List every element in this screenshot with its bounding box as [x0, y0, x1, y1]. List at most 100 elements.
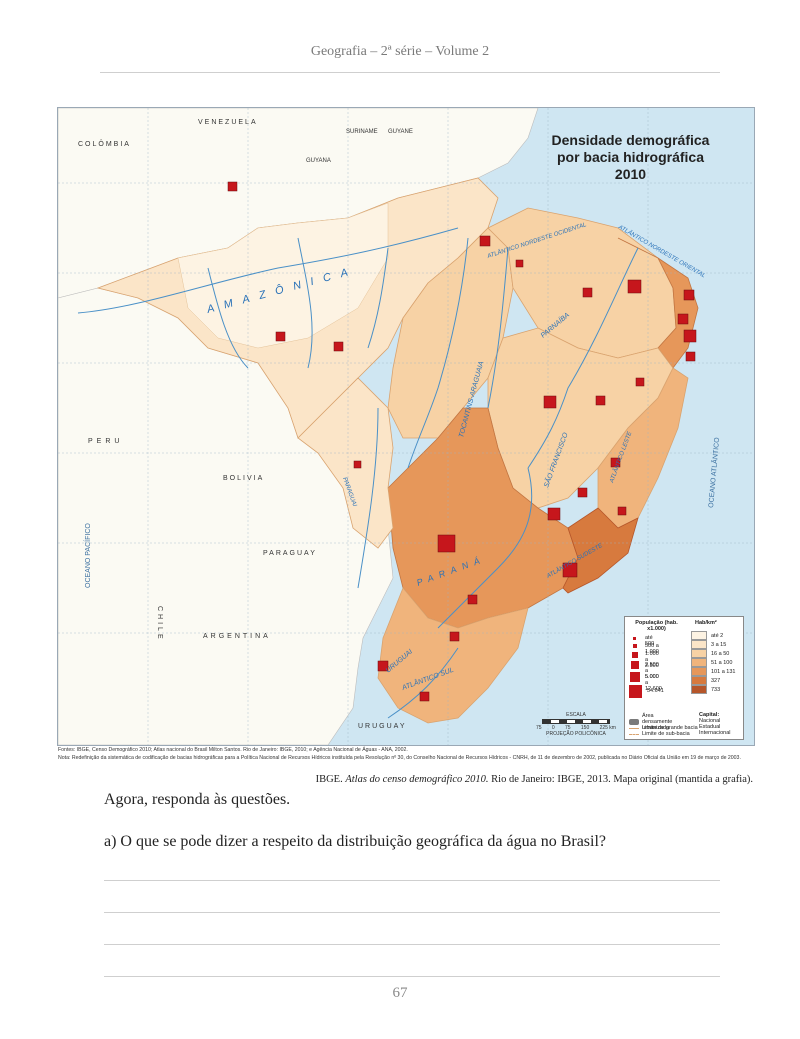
scale-tick: 75 — [536, 725, 542, 731]
projection-label: PROJEÇÃO POLICÔNICA — [546, 731, 606, 737]
map-scale: ESCALA 75 0 75 150 225 km PROJEÇÃO POLIC… — [536, 712, 616, 737]
legend-pop-square — [629, 685, 642, 698]
legend-density-swatch — [691, 658, 707, 667]
density-map: COLÔMBIA VENEZUELA SURINAME GUYANE GUYAN… — [57, 107, 755, 746]
pop-square — [467, 594, 478, 605]
header-divider — [100, 72, 720, 73]
pop-square — [437, 534, 456, 553]
answer-line[interactable] — [104, 944, 720, 945]
legend-capital-type: Internacional — [699, 730, 731, 736]
map-title: Densidade demográfica por bacia hidrográ… — [528, 132, 733, 183]
pop-square — [419, 691, 430, 702]
page-number: 67 — [392, 985, 408, 1001]
legend-density-swatch — [691, 676, 707, 685]
sources-line: Fontes: IBGE, Censo Demográfico 2010; At… — [58, 747, 408, 753]
legend-urban-label: Área densamente urbanizada — [642, 713, 673, 731]
pop-square — [275, 331, 286, 342]
legend-capital-title: Capital: — [699, 712, 720, 718]
boundary-swatch — [629, 733, 639, 735]
legend-pop-square — [633, 644, 637, 648]
legend-density-swatch — [691, 640, 707, 649]
pop-square — [543, 395, 557, 409]
label-argentina: ARGENTINA — [203, 633, 271, 640]
answer-line[interactable] — [104, 912, 720, 913]
scale-title: ESCALA — [566, 712, 586, 718]
legend-pop-square — [630, 672, 640, 682]
legend-density-label: 101 a 131 — [711, 668, 736, 675]
rivers — [77, 227, 639, 719]
label-bolivia: BOLIVIA — [223, 475, 264, 482]
legend-pop-label: 2.500 a 5.000 — [645, 662, 659, 680]
citation-rest: Rio de Janeiro: IBGE, 2013. Mapa origina… — [491, 774, 753, 785]
legend-density-label: 3 a 15 — [711, 641, 727, 648]
legend-capitals: Capital: Nacional Estadual Internacional — [699, 712, 731, 736]
legend-density-list: até 2 3 a 15 16 a 50 51 a 100 101 a 131 … — [691, 631, 735, 694]
urban-area-swatch — [629, 719, 639, 725]
scale-bar — [542, 719, 610, 724]
label-uruguay: URUGUAY — [358, 723, 406, 730]
legend-density-label: 733 — [711, 686, 721, 693]
legend-pop-square — [631, 661, 639, 669]
basin-paraguai — [297, 377, 394, 549]
legend-density-swatch — [691, 685, 707, 694]
legend-boundary-label: Limite de grande bacia — [642, 725, 698, 731]
pop-square — [617, 506, 627, 516]
map-title-line: 2010 — [614, 166, 647, 182]
legend-pop-label: 1.000 a 2.500 — [645, 651, 659, 669]
scale-tick: 150 — [580, 725, 590, 731]
pop-square — [677, 313, 689, 325]
scale-tick: 0 — [551, 725, 555, 731]
page-header: Geografia – 2ª série – Volume 2 — [310, 44, 490, 59]
legend-pop-square — [632, 652, 638, 658]
legend-density-label: 16 a 50 — [711, 650, 730, 657]
pop-square — [333, 341, 344, 352]
citation-author: IBGE. — [315, 774, 343, 785]
scale-tick: 225 km — [599, 725, 616, 731]
pop-square — [577, 487, 588, 498]
legend-capital-type: Nacional — [699, 718, 721, 724]
pop-square — [449, 631, 460, 642]
pop-square — [635, 377, 645, 387]
label-pacific-ocean: OCEANO PACÍFICO — [83, 523, 92, 588]
question-a: a) O que se pode dizer a respeito da dis… — [104, 833, 607, 850]
map-title-line: por bacia hidrográfica — [556, 149, 705, 165]
legend-density-label: até 2 — [711, 632, 724, 639]
boundary-swatch — [629, 727, 639, 729]
answer-line[interactable] — [104, 976, 720, 977]
legend-density-swatch — [691, 631, 707, 640]
pop-square — [627, 279, 642, 294]
map-title-line: Densidade demográfica — [551, 132, 710, 148]
legend-capital-type: Estadual — [699, 724, 721, 730]
legend-density-title: Hab/km² — [695, 620, 717, 626]
label-paraguay: PARAGUAY — [263, 550, 317, 557]
scale-ticks: 75 0 75 150 225 km — [536, 725, 616, 731]
legend-density-label: 327 — [711, 677, 721, 684]
legend-pop-label: 500 a 1.000 — [645, 643, 659, 655]
population-squares — [227, 181, 697, 702]
legend-boundaries: Limite de grande bacia Limite de sub-bac… — [629, 725, 698, 737]
legend-boundary-label: Limite de sub-bacia — [642, 731, 690, 737]
legend-density-label: 51 a 100 — [711, 659, 733, 666]
answer-line[interactable] — [104, 880, 720, 881]
basin-atlantico-leste — [597, 367, 689, 529]
legend-pop-label: 5.000 a 12.600 — [645, 674, 662, 692]
label-chile: CHILE — [156, 606, 163, 642]
label-guyana: GUYANA — [306, 158, 331, 164]
basin-amazonica-low — [177, 202, 389, 349]
pop-square — [685, 351, 696, 362]
pop-square — [547, 507, 561, 521]
pop-square — [479, 235, 491, 247]
pop-square — [582, 287, 593, 298]
pop-square — [377, 660, 389, 672]
pop-square — [683, 289, 695, 301]
pop-square — [515, 259, 524, 268]
scale-tick: 75 — [565, 725, 571, 731]
label-venezuela: VENEZUELA — [198, 119, 258, 126]
map-legend: População (hab. x1.000) Hab/km² até 500 … — [624, 616, 744, 740]
pop-square — [353, 460, 362, 469]
legend-urban-area: Área densamente urbanizada — [629, 713, 682, 731]
legend-density-swatch — [691, 667, 707, 676]
map-svg: COLÔMBIA VENEZUELA SURINAME GUYANE GUYAN… — [58, 108, 754, 745]
map-sources: Fontes: IBGE, Censo Demográfico 2010; At… — [58, 746, 758, 762]
pop-square — [595, 395, 606, 406]
